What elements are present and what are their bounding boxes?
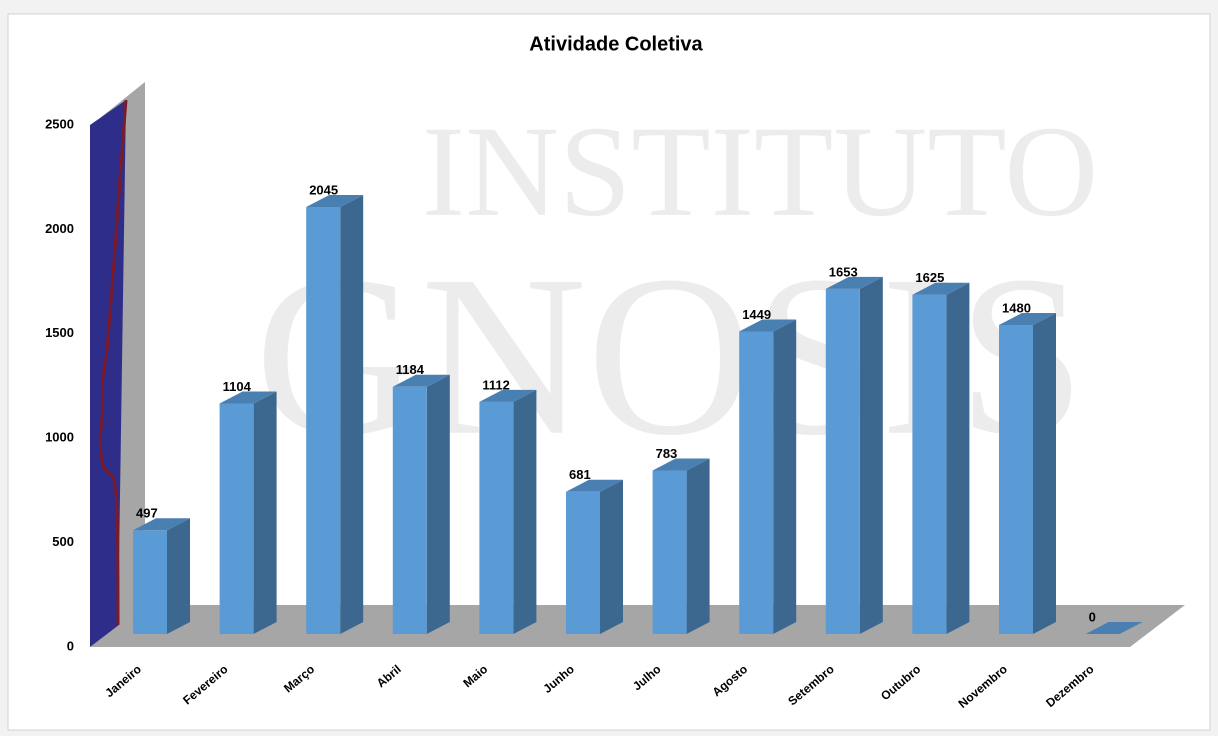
bar-side — [426, 374, 450, 634]
y-tick-label: 2500 — [45, 116, 74, 131]
value-label: 783 — [656, 446, 678, 461]
y-tick-label: 1000 — [45, 430, 74, 445]
bar-top — [999, 312, 1056, 325]
chart-title: Atividade Coletiva — [529, 33, 703, 55]
bar-top — [219, 391, 277, 404]
bar-top — [392, 374, 450, 387]
value-label: 497 — [136, 506, 158, 521]
value-label: 1653 — [829, 264, 858, 279]
value-label: 1480 — [1002, 300, 1031, 315]
bar-side — [773, 319, 797, 634]
value-label: 1625 — [915, 270, 944, 285]
bar — [566, 491, 600, 634]
bar — [999, 324, 1033, 634]
bar-top — [825, 276, 883, 289]
bar — [825, 288, 860, 634]
bar-side — [1033, 312, 1056, 634]
value-label: 1104 — [223, 379, 252, 394]
bar-top — [1085, 622, 1143, 634]
bar-side — [946, 282, 970, 634]
bar-side — [859, 276, 883, 634]
bar — [306, 207, 341, 634]
y-tick-label: 500 — [52, 534, 74, 549]
bar — [219, 403, 254, 634]
y-tick-label: 0 — [67, 638, 74, 653]
bar-top — [479, 389, 537, 402]
bar — [479, 401, 514, 634]
value-label: 1184 — [396, 362, 425, 377]
value-label: 1449 — [742, 307, 771, 322]
bar-side — [513, 389, 537, 634]
bar-side — [340, 195, 364, 634]
y-tick-label: 1500 — [45, 325, 74, 340]
y-tick-label: 2000 — [45, 221, 74, 236]
bar — [912, 294, 947, 634]
bar — [739, 331, 774, 634]
watermark: INSTITUTO — [422, 100, 1098, 244]
value-label: 2045 — [309, 182, 338, 197]
bar-top — [912, 282, 970, 295]
bar — [392, 386, 427, 634]
bar-side — [167, 518, 190, 634]
bar-top — [133, 518, 190, 531]
bar-top — [306, 195, 364, 208]
floor — [90, 605, 1185, 647]
bar-top — [739, 319, 797, 332]
bar-top — [652, 458, 710, 471]
bar-side — [253, 391, 277, 634]
bar-side — [600, 479, 623, 634]
bar — [652, 470, 687, 634]
value-label: 0 — [1089, 609, 1096, 624]
bar — [133, 530, 167, 634]
wall-decoration — [98, 99, 128, 629]
value-label: 1112 — [482, 377, 510, 392]
value-label: 681 — [569, 467, 591, 482]
bar-side — [686, 458, 710, 634]
bar-top — [566, 479, 623, 492]
